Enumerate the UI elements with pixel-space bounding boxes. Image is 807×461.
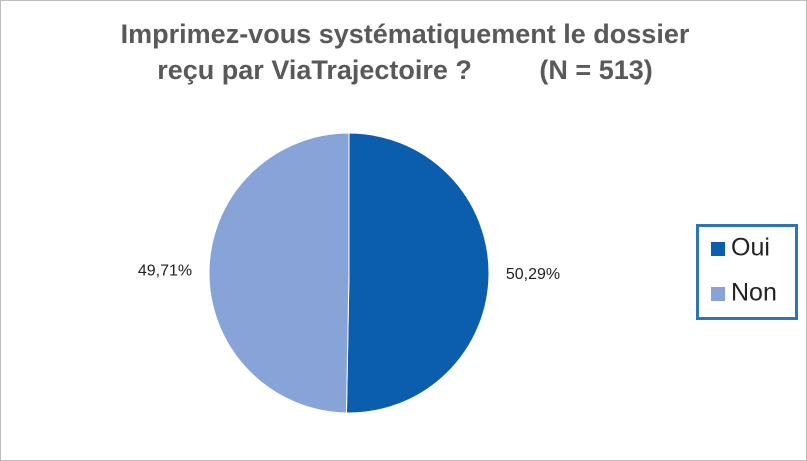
chart-title: Imprimez-vous systématiquement le dossie… — [121, 19, 690, 49]
pie-slice — [345, 132, 490, 414]
legend-label: Oui — [731, 234, 770, 262]
legend-swatch — [711, 287, 725, 301]
legend-box — [696, 224, 798, 320]
chart-title: reçu par ViaTrajectoire ? (N = 513) — [157, 55, 652, 85]
legend-label: Non — [731, 279, 777, 307]
pie-slice — [208, 132, 350, 414]
legend-swatch — [711, 242, 725, 256]
value-label: 50,29% — [506, 266, 560, 283]
value-label: 49,71% — [138, 263, 192, 280]
